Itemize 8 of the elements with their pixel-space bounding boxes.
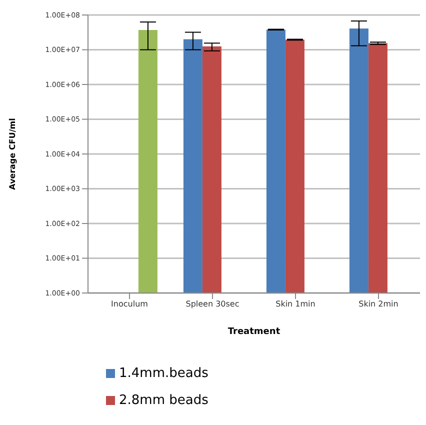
x-axis-title: Treatment [228,327,281,337]
legend-label: 2.8mm beads [119,393,208,408]
x-tick-label: Spleen 30sec [186,300,240,309]
x-tick-label: Skin 1min [276,300,316,309]
legend-label: 1.4mm.beads [119,366,208,381]
y-axis-title: Average CFU/ml [8,118,17,190]
x-tick-label: Inoculum [111,300,148,309]
x-tick-label: Skin 2min [358,300,398,309]
